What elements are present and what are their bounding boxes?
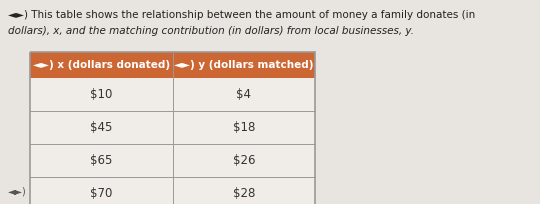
Bar bbox=[30, 111, 315, 144]
Text: ◄►) This table shows the relationship between the amount of money a family donat: ◄►) This table shows the relationship be… bbox=[8, 10, 475, 20]
Text: dollars), x, and the matching contribution (in dollars) from local businesses, y: dollars), x, and the matching contributi… bbox=[8, 26, 414, 36]
Bar bbox=[30, 144, 315, 177]
Text: $4: $4 bbox=[237, 88, 251, 101]
Text: $65: $65 bbox=[90, 154, 112, 167]
Text: $45: $45 bbox=[90, 121, 112, 134]
Text: $26: $26 bbox=[233, 154, 255, 167]
Text: $28: $28 bbox=[233, 187, 255, 200]
Text: $70: $70 bbox=[90, 187, 112, 200]
Text: ◄►) x (dollars donated): ◄►) x (dollars donated) bbox=[33, 60, 170, 70]
Text: ◄►) y (dollars matched): ◄►) y (dollars matched) bbox=[174, 60, 314, 70]
Text: $10: $10 bbox=[90, 88, 112, 101]
Bar bbox=[30, 52, 315, 204]
Bar bbox=[30, 177, 315, 204]
Bar bbox=[30, 52, 315, 78]
Bar bbox=[30, 78, 315, 111]
Text: $18: $18 bbox=[233, 121, 255, 134]
Text: ◄►): ◄►) bbox=[8, 186, 27, 196]
